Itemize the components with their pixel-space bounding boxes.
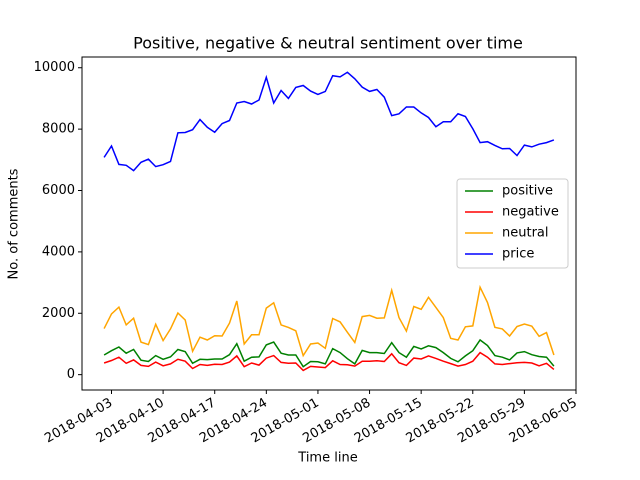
y-tick-label: 8000 xyxy=(42,122,75,137)
y-tick-label: 10000 xyxy=(34,60,75,75)
legend: positive negative neutral price xyxy=(456,178,569,269)
legend-label: neutral xyxy=(502,226,549,241)
y-tick-label: 2000 xyxy=(42,306,75,321)
series-line xyxy=(103,338,555,368)
legend-label: price xyxy=(502,247,534,262)
axes-frame xyxy=(81,56,577,391)
y-tick-label: 6000 xyxy=(42,183,75,198)
x-axis-label: Time line xyxy=(297,451,357,466)
series-line xyxy=(103,351,555,372)
chart-title: Positive, negative & neutral sentiment o… xyxy=(133,34,523,53)
y-tick-label: 4000 xyxy=(42,244,75,259)
legend-label: positive xyxy=(502,184,553,199)
y-axis-label: No. of comments xyxy=(7,168,22,279)
series-line xyxy=(103,284,555,358)
series-line xyxy=(103,71,555,172)
y-tick-label: 0 xyxy=(67,367,75,382)
legend-box xyxy=(456,178,569,269)
legend-label: negative xyxy=(502,205,559,220)
